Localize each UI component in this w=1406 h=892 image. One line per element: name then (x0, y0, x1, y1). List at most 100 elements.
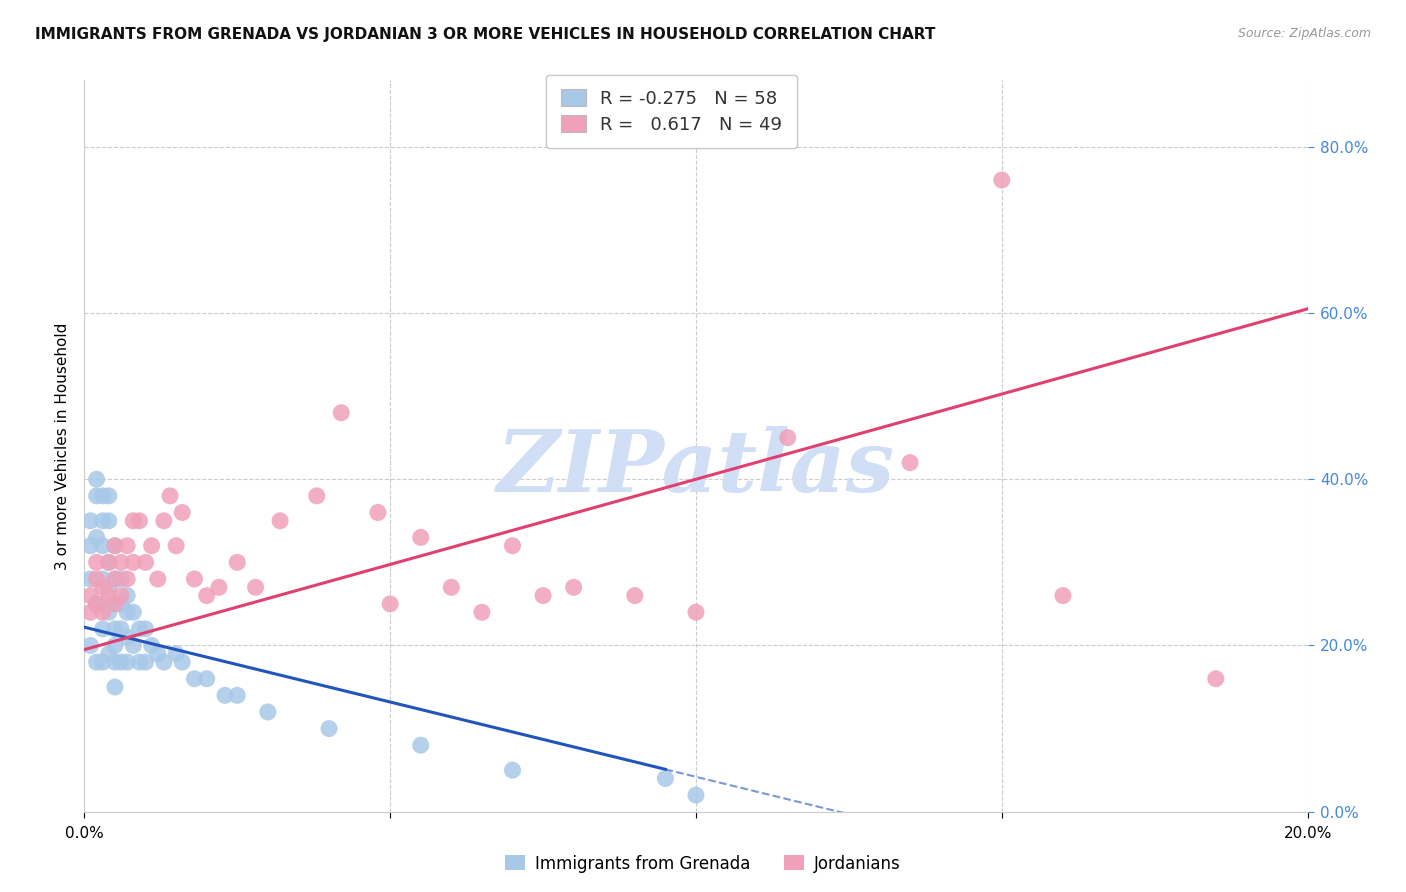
Point (128, 655, 150, 669)
Point (97, 514, 120, 528)
Point (79, 572, 101, 586)
Point (110, 655, 132, 669)
Y-axis label: 3 or more Vehicles in Household: 3 or more Vehicles in Household (55, 322, 70, 570)
Point (91, 597, 114, 611)
Point (991, 173, 1014, 187)
Point (135, 622, 157, 636)
Point (91, 572, 114, 586)
Point (110, 589, 132, 603)
Point (1205, 672, 1227, 686)
Point (79, 639, 101, 653)
Point (115, 605, 138, 619)
Point (79, 539, 101, 553)
Point (183, 572, 205, 586)
Point (226, 555, 249, 569)
Text: IMMIGRANTS FROM GRENADA VS JORDANIAN 3 OR MORE VEHICLES IN HOUSEHOLD CORRELATION: IMMIGRANTS FROM GRENADA VS JORDANIAN 3 O… (35, 27, 935, 42)
Point (86, 597, 108, 611)
Text: Source: ZipAtlas.com: Source: ZipAtlas.com (1237, 27, 1371, 40)
Point (91, 655, 114, 669)
Point (97, 555, 120, 569)
Point (562, 580, 585, 594)
Point (79, 605, 101, 619)
Point (146, 647, 169, 661)
Point (153, 655, 176, 669)
Point (91, 605, 114, 619)
Point (91, 622, 114, 636)
Point (146, 572, 169, 586)
Point (91, 514, 114, 528)
Point (104, 597, 127, 611)
Point (97, 489, 120, 503)
Text: ZIPatlas: ZIPatlas (496, 426, 896, 509)
Point (86, 655, 108, 669)
Point (91, 539, 114, 553)
Point (104, 572, 127, 586)
Point (97, 580, 120, 594)
Point (380, 597, 402, 611)
Point (86, 530, 108, 544)
Point (531, 589, 554, 603)
Point (367, 506, 389, 520)
Point (135, 555, 157, 569)
Point (159, 489, 181, 503)
Point (104, 622, 127, 636)
Point (172, 506, 194, 520)
Point (1052, 589, 1074, 603)
Point (208, 580, 231, 594)
Point (128, 622, 150, 636)
Point (153, 514, 176, 528)
Point (318, 722, 340, 736)
Point (79, 514, 101, 528)
Point (135, 655, 157, 669)
Point (128, 514, 150, 528)
Point (104, 539, 127, 553)
Point (97, 555, 120, 569)
Point (110, 572, 132, 586)
Point (330, 406, 353, 420)
Point (86, 597, 108, 611)
Point (115, 589, 138, 603)
Point (104, 539, 127, 553)
Point (141, 539, 163, 553)
Point (115, 630, 138, 644)
Point (257, 705, 280, 719)
Point (305, 489, 328, 503)
Point (776, 431, 799, 445)
Point (104, 680, 127, 694)
Point (195, 589, 218, 603)
Point (624, 589, 647, 603)
Point (110, 555, 132, 569)
Point (104, 597, 127, 611)
Point (245, 580, 267, 594)
Point (440, 580, 463, 594)
Point (226, 689, 249, 703)
Point (685, 605, 707, 619)
Point (502, 539, 524, 553)
Point (91, 580, 114, 594)
Point (115, 655, 138, 669)
Point (86, 555, 108, 569)
Legend: R = -0.275   N = 58, R =   0.617   N = 49: R = -0.275 N = 58, R = 0.617 N = 49 (546, 75, 797, 148)
Point (654, 772, 676, 786)
Point (685, 788, 707, 802)
Point (97, 647, 120, 661)
Point (110, 622, 132, 636)
Point (115, 572, 138, 586)
Point (79, 589, 101, 603)
Point (898, 456, 921, 470)
Point (122, 514, 145, 528)
Point (409, 738, 432, 752)
Point (172, 655, 194, 669)
Point (122, 555, 145, 569)
Point (122, 639, 145, 653)
Point (97, 589, 120, 603)
Point (502, 763, 524, 777)
Point (104, 639, 127, 653)
Legend: Immigrants from Grenada, Jordanians: Immigrants from Grenada, Jordanians (499, 848, 907, 880)
Point (165, 647, 187, 661)
Point (141, 639, 163, 653)
Point (122, 605, 145, 619)
Point (97, 605, 120, 619)
Point (195, 672, 218, 686)
Point (409, 530, 432, 544)
